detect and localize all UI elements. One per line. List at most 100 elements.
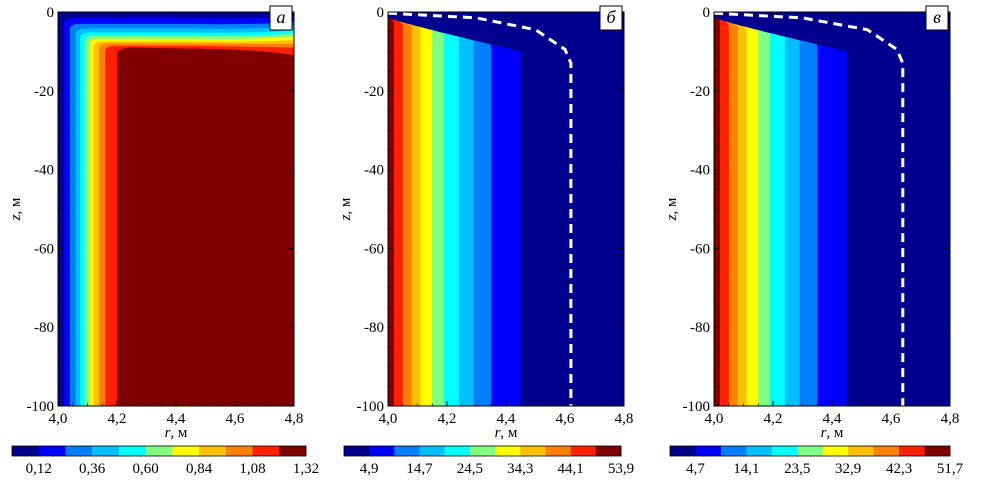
x-tick-label: 4,8 — [285, 411, 304, 427]
colorbar-swatch — [444, 446, 471, 456]
colorbar-swatch — [344, 446, 370, 456]
x-axis-label: r, м — [165, 425, 188, 441]
x-tick-label: 4,2 — [108, 411, 127, 427]
y-tick-label: -40 — [690, 163, 710, 179]
y-tick-label: -60 — [364, 241, 384, 257]
x-tick-label: 4,6 — [882, 411, 901, 427]
colorbar-swatch — [848, 446, 874, 456]
colorbar-tick-label: 4,9 — [360, 461, 379, 477]
y-tick-label: 0 — [47, 5, 55, 21]
contour-field — [714, 12, 950, 407]
colorbar-swatch — [520, 446, 546, 456]
y-tick-label: -20 — [34, 84, 54, 100]
colorbar-swatch — [12, 446, 40, 456]
colorbar-swatch — [145, 446, 173, 456]
x-axis-label-unit: , м — [826, 425, 844, 441]
colorbar-tick-label: 1,08 — [239, 461, 265, 477]
colorbar-tick-label: 14,1 — [733, 461, 759, 477]
colorbar-swatch — [172, 446, 200, 456]
panel-label: б — [606, 7, 616, 27]
colorbar-swatch — [746, 446, 773, 456]
colorbar-tick-label: 4,7 — [686, 461, 705, 477]
x-tick-label: 4,4 — [497, 411, 516, 427]
y-tick-label: -20 — [364, 84, 384, 100]
y-axis-label-var: z — [338, 214, 354, 221]
x-tick-label: 4,8 — [941, 411, 960, 427]
y-tick-label: 0 — [377, 5, 385, 21]
colorbar: 0,12 0,36 0,60 0,84 1,08 1,32 — [11, 445, 319, 477]
x-axis-label: r, м — [495, 425, 518, 441]
panel-label-box — [599, 5, 623, 31]
colorbar-tick-label: 24,5 — [457, 461, 483, 477]
x-axis-label: r, м — [821, 425, 844, 441]
colorbar-swatch — [570, 446, 597, 456]
colorbar-tick-label: 34,3 — [507, 461, 533, 477]
colorbar-swatch — [469, 446, 496, 456]
colorbar-swatch — [92, 446, 120, 456]
panel-label-box — [269, 5, 293, 31]
colorbar-swatch — [695, 446, 722, 456]
colorbar-tick-label: 42,3 — [886, 461, 912, 477]
y-tick-label: -100 — [357, 399, 385, 415]
colorbar-swatch — [225, 446, 253, 456]
colorbar-swatch — [899, 446, 925, 456]
colorbar-swatch — [369, 446, 395, 456]
y-axis-label-unit: , м — [8, 197, 24, 215]
y-tick-label: -80 — [34, 320, 54, 336]
x-tick-label: 4,4 — [167, 411, 186, 427]
x-axis-label-unit: , м — [500, 425, 518, 441]
contour-level-10 — [714, 17, 720, 406]
colorbar-frame — [343, 445, 622, 457]
x-tick-label: 4,2 — [764, 411, 783, 427]
colorbar-tick-label: 0,60 — [133, 461, 159, 477]
x-axis-label-var: r — [165, 425, 171, 441]
x-tick-label: 4,6 — [226, 411, 245, 427]
colorbar-swatch — [822, 446, 849, 456]
colorbar-swatch — [873, 446, 900, 456]
x-axis-label-unit: , м — [170, 425, 188, 441]
y-tick-label: -100 — [27, 399, 55, 415]
y-tick-label: -20 — [690, 84, 710, 100]
panel-label-box — [925, 5, 949, 31]
colorbar-swatch — [797, 446, 824, 456]
x-tick-label: 4,8 — [615, 411, 634, 427]
colorbar-swatch — [545, 446, 571, 456]
y-tick-label: -80 — [690, 320, 710, 336]
colorbar-swatch — [595, 446, 622, 456]
dashed-boundary-line — [387, 11, 573, 406]
colorbar-swatch — [771, 446, 798, 456]
x-tick-label: 4,0 — [49, 411, 68, 427]
colorbar-tick-label: 14,7 — [406, 461, 433, 477]
contour-core — [117, 47, 241, 407]
colorbar: 4,7 14,1 23,5 32,9 42,3 51,7 — [669, 445, 964, 477]
x-axis-label-var: r — [495, 425, 501, 441]
colorbar-swatch — [118, 446, 146, 456]
contour-level-10 — [388, 17, 394, 406]
y-tick-label: -100 — [683, 399, 711, 415]
panel-label: в — [933, 7, 941, 27]
colorbar-tick-label: 51,7 — [937, 461, 964, 477]
y-tick-label: -60 — [34, 241, 54, 257]
colorbar-swatch — [495, 446, 521, 456]
y-axis-label: z, м — [664, 197, 680, 221]
colorbar-swatch — [670, 446, 696, 456]
colorbar: 4,9 14,7 24,5 34,3 44,1 53,9 — [343, 445, 634, 477]
contour-field — [388, 12, 624, 407]
contour-field — [58, 12, 295, 407]
x-tick-label: 4,6 — [556, 411, 575, 427]
x-tick-label: 4,0 — [379, 411, 398, 427]
colorbar-tick-label: 0,12 — [26, 461, 52, 477]
colorbar-swatch — [720, 446, 747, 456]
y-tick-label: -40 — [364, 163, 384, 179]
y-tick-label: 0 — [703, 5, 711, 21]
y-tick-label: -60 — [690, 241, 710, 257]
colorbar-swatch — [38, 446, 66, 456]
x-axis-label-var: r — [821, 425, 827, 441]
colorbar-swatch — [394, 446, 420, 456]
y-axis-label-unit: , м — [664, 197, 680, 215]
colorbar-tick-label: 53,9 — [608, 461, 634, 477]
